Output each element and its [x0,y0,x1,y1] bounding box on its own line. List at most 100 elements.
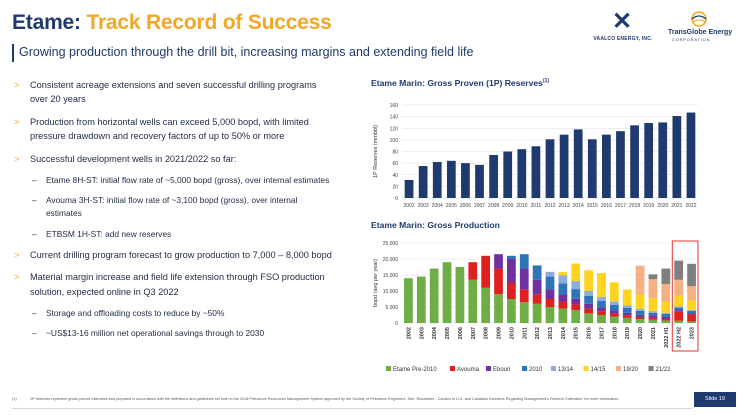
production-bar-segment [558,308,568,323]
production-bar-segment [571,263,581,282]
production-bar-segment [584,308,593,314]
sub-bullet-marker: – [32,228,37,239]
production-bar-segment [674,306,684,308]
production-bar-segment [674,279,684,296]
bullet-text: Successful development wells in 2021/202… [30,153,237,164]
production-bar-segment [597,300,606,308]
production-bar-segment [674,310,684,312]
x-tick-label: 2012 [544,203,555,209]
production-bar-segment [545,276,555,290]
subtitle-accent-bar [12,44,14,62]
production-bar-segment [687,313,696,315]
x-tick-label: 2015 [587,203,598,209]
production-bar-segment [648,279,658,299]
production-bar-segment [635,265,645,295]
production-bar-segment [519,254,529,269]
y-axis-label: bopd (avg per year) [373,259,379,307]
production-bar-segment [609,313,619,317]
vaalco-logo-text: VAALCO ENERGY, INC. [593,36,653,42]
sub-bullet-item: – ETBSM 1H-ST: add new reserves [12,228,332,241]
bullet-item: > Current drilling program forecast to gr… [12,248,332,262]
production-bar-segment [635,294,645,309]
production-bar-segment [507,283,516,299]
production-bar-segment [674,295,684,307]
x-tick-label: 2014 [573,203,584,209]
x-tick-label: 2021 [671,203,682,209]
x-tick-label: 2007 [471,327,477,339]
production-bar-segment [416,276,426,323]
slide-number: Slide 19 [694,392,736,407]
x-tick-label: 2002 [406,327,412,339]
reserves-bar [404,179,414,198]
x-tick-label: 2022 H2 [677,327,683,348]
page-title: Etame: Track Record of Success [12,11,332,35]
production-bar-segment [519,302,529,323]
legend-label: 14/15 [591,367,607,373]
bullet-text: Material margin increase and field life … [30,272,325,297]
legend-swatch [616,366,621,371]
reserves-bar [644,123,654,198]
title-part-2: Track Record of Success [86,11,332,34]
x-tick-label: 2014 [561,326,567,339]
vaalco-x-icon: ✕ [612,8,633,35]
production-bar-segment [609,316,619,323]
reserves-bar [559,134,569,198]
production-chart-title: Etame Marin: Gross Production [371,220,500,230]
x-tick-label: 2008 [484,327,490,339]
reserves-chart-footnote-marker: (1) [542,78,550,85]
production-bar-segment [687,309,696,311]
sub-bullet-text: ~US$13-16 million net operational saving… [46,328,265,339]
title-part-1: Etame: [12,11,81,34]
x-tick-label: 2017 [615,203,626,209]
bullet-marker: > [14,80,20,90]
y-tick-label: 0 [395,196,398,202]
production-bar-segment [609,282,619,302]
x-tick-label: 2008 [488,203,499,209]
sub-bullet-item: – ~US$13-16 million net operational savin… [12,327,332,340]
y-tick-label: 120 [390,126,399,132]
production-bar-segment [597,315,606,323]
bullet-item: > Consistent acreage extensions and seven… [12,78,332,107]
production-bar-segment [545,289,555,299]
production-bar-segment [635,314,645,317]
legend-label: Avouma [457,367,480,373]
bullet-text: Consistent acreage extensions and seven … [30,80,317,105]
production-bar-segment [545,307,555,323]
production-bar-segment [648,317,658,320]
production-bar-segment [481,287,491,323]
production-bar-segment [584,313,593,323]
production-bar-segment [609,301,619,305]
production-bar-segment [597,311,606,315]
transglobe-logo: TransGlobe Energy CORPORATION [660,9,738,45]
legend-swatch [522,366,527,371]
production-bar-segment [558,275,568,284]
production-bar-segment [571,310,581,323]
production-bar-segment [545,299,555,307]
production-bar-segment [661,312,671,315]
production-bar-segment [635,308,645,311]
x-tick-label: 2007 [474,203,485,209]
y-tick-label: 80 [392,150,398,156]
production-bar-segment [532,294,542,304]
footnote-text: 1P reserves represent gross proved estim… [30,397,620,401]
production-bar-segment [687,321,696,323]
reserves-bar [672,116,682,198]
x-tick-label: 2019 [643,203,654,209]
production-bar-segment [532,265,542,280]
production-bar-segment [622,317,632,323]
x-tick-label: 2020 [638,327,644,339]
bullet-text: Current drilling program forecast to gro… [30,249,332,260]
production-bar-segment [635,316,645,320]
production-bar-segment [468,279,478,323]
production-bar-segment [507,259,516,283]
footer-divider [12,408,692,409]
reserves-bar [602,134,611,198]
bullet-marker: > [14,116,20,127]
y-tick-label: 25,000 [383,241,399,247]
production-bar-segment [571,281,581,290]
production-bar-segment [481,255,491,288]
x-tick-label: 2021 [651,327,657,339]
production-bar-segment [545,271,555,277]
bullet-item: > Successful development wells in 2021/20… [12,152,332,166]
